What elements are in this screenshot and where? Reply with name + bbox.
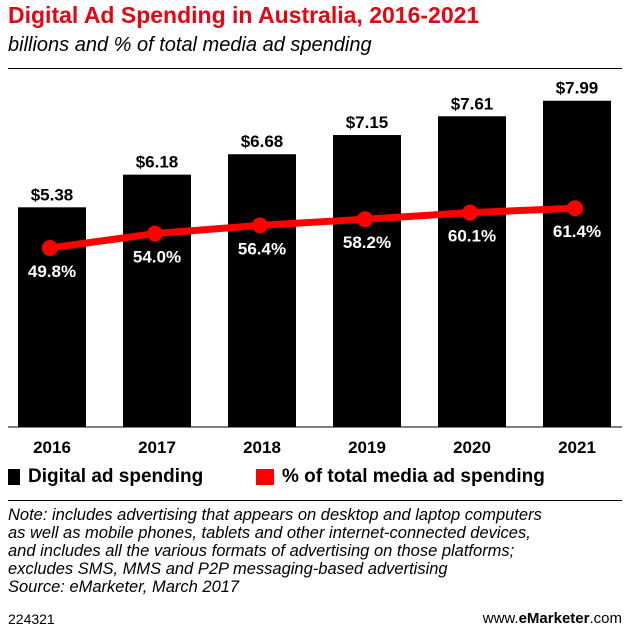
bar-value-label: $7.99 [556, 79, 599, 98]
line-value-label: 58.2% [343, 233, 391, 252]
line-point [357, 211, 373, 228]
note-line: as well as mobile phones, tablets and ot… [8, 524, 531, 542]
x-tick-label: 2017 [138, 438, 176, 457]
bar [333, 135, 401, 427]
legend-item-percent: % of total media ad spending [256, 466, 545, 488]
chart-subtitle: billions and % of total media ad spendin… [8, 34, 372, 56]
note-rule [8, 500, 622, 501]
bar-value-label: $6.68 [241, 132, 284, 151]
bar-value-label: $5.38 [31, 185, 74, 204]
x-tick-label: 2018 [243, 438, 281, 457]
bar [543, 100, 611, 427]
x-tick-label: 2020 [453, 438, 491, 457]
chart-note: Note: includes advertising that appears … [8, 506, 624, 596]
brand-suffix: .com [589, 610, 622, 627]
line-point [147, 225, 163, 242]
note-line: Note: includes advertising that appears … [8, 506, 542, 524]
bar [438, 116, 506, 427]
chart-id: 224321 [8, 611, 55, 627]
source-line: Source: eMarketer, March 2017 [8, 578, 240, 596]
line-value-label: 61.4% [553, 222, 601, 241]
line-value-label: 54.0% [133, 248, 181, 267]
header-rule [8, 68, 622, 69]
legend-swatch-bar [8, 469, 20, 485]
chart-area: $5.38 2016 $6.18 2017 $6.68 2018 $7.15 2019 $7.6… [8, 79, 622, 457]
brand-prefix: www. [482, 610, 519, 627]
legend-label-percent: % of total media ad spending [282, 466, 545, 487]
bar-value-label: $7.61 [451, 94, 494, 113]
legend-swatch-line [256, 469, 274, 485]
x-tick-label: 2021 [558, 438, 596, 457]
line-point [252, 217, 268, 234]
line-series [46, 204, 579, 252]
brand-link[interactable]: www.eMarketer.com [483, 610, 622, 627]
line-point [567, 200, 583, 217]
line-value-label: 56.4% [238, 239, 286, 258]
x-tick-label: 2019 [348, 438, 386, 457]
bar [123, 174, 191, 427]
legend-item-digital: Digital ad spending [8, 466, 203, 488]
bar [228, 154, 296, 427]
line-point [42, 240, 58, 256]
line-value-label: 60.1% [448, 227, 496, 246]
brand-name: eMarketer [518, 610, 590, 627]
bar-value-label: $7.15 [346, 113, 389, 132]
line-value-label: 49.8% [28, 262, 76, 281]
legend-label-digital: Digital ad spending [28, 466, 204, 487]
note-line: and includes all the various formats of … [8, 542, 515, 560]
x-tick-label: 2016 [33, 438, 71, 457]
chart-title: Digital Ad Spending in Australia, 2016-2… [8, 2, 480, 28]
bar-value-label: $6.18 [136, 153, 179, 172]
line-point [462, 204, 478, 221]
note-line: excludes SMS, MMS and P2P messaging-base… [8, 560, 448, 578]
